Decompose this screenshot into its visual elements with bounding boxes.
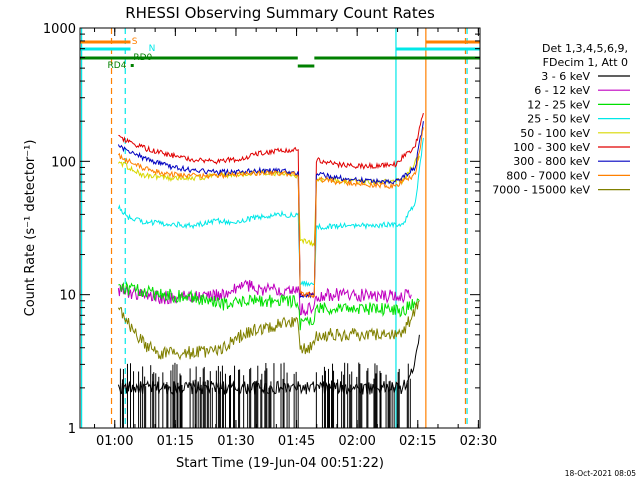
- x-axis-label: Start Time (19-Jun-04 00:51:22): [176, 456, 384, 471]
- x-tick-label-3: 01:45: [278, 434, 315, 449]
- x-tick-label-1: 01:15: [157, 434, 194, 449]
- x-tick-label-2: 01:30: [217, 434, 254, 449]
- y-axis-label: Count Rate (s⁻¹ detector⁻¹): [23, 140, 38, 317]
- legend-label-1: 6 - 12 keV: [534, 84, 590, 97]
- y-tick-label-1: 10: [59, 289, 76, 304]
- x-tick-label-4: 02:00: [338, 434, 375, 449]
- plot-frame: [79, 27, 481, 429]
- legend-label-8: 7000 - 15000 keV: [492, 184, 590, 197]
- legend-label-0: 3 - 6 keV: [541, 70, 590, 83]
- legend-label-2: 12 - 25 keV: [527, 98, 590, 111]
- series-line-6: [117, 121, 424, 299]
- x-tick-label-5: 02:15: [399, 434, 436, 449]
- footer-timestamp: 18-Oct-2021 08:05: [565, 469, 636, 478]
- legend-header-line-1: Det 1,3,4,5,6,9,: [542, 42, 628, 55]
- plot-area: [79, 27, 481, 429]
- annotation-s: S: [132, 37, 138, 47]
- annotation-rd4: RD4: [108, 61, 127, 71]
- chart-title: RHESSI Observing Summary Count Rates: [125, 4, 435, 22]
- series-line-2: [118, 281, 420, 331]
- annotation-rd0: RD0: [133, 53, 152, 63]
- y-tick-label-2: 100: [51, 155, 76, 170]
- x-tick-label-6: 02:30: [460, 434, 497, 449]
- legend-label-4: 50 - 100 keV: [520, 127, 590, 140]
- y-tick-label-3: 1000: [43, 22, 76, 37]
- x-tick-label-0: 01:00: [96, 434, 133, 449]
- series-line-3: [117, 137, 424, 288]
- y-tick-label-0: 1: [68, 422, 76, 437]
- legend-label-3: 25 - 50 keV: [527, 113, 590, 126]
- series-line-5: [118, 112, 424, 299]
- legend: Det 1,3,4,5,6,9, FDecim 1, Att 0 3 - 6 k…: [492, 42, 630, 197]
- series-line-8: [117, 300, 420, 361]
- legend-label-5: 100 - 300 keV: [513, 141, 590, 154]
- legend-label-7: 800 - 7000 keV: [506, 169, 590, 182]
- legend-header-line-2: FDecim 1, Att 0: [543, 56, 628, 69]
- rd4-marker: [130, 64, 134, 67]
- annotation-n: N: [149, 44, 156, 54]
- legend-label-6: 300 - 800 keV: [513, 155, 590, 168]
- series-line-1: [117, 279, 412, 316]
- series-line-4: [117, 155, 420, 248]
- series-line-7: [118, 127, 424, 298]
